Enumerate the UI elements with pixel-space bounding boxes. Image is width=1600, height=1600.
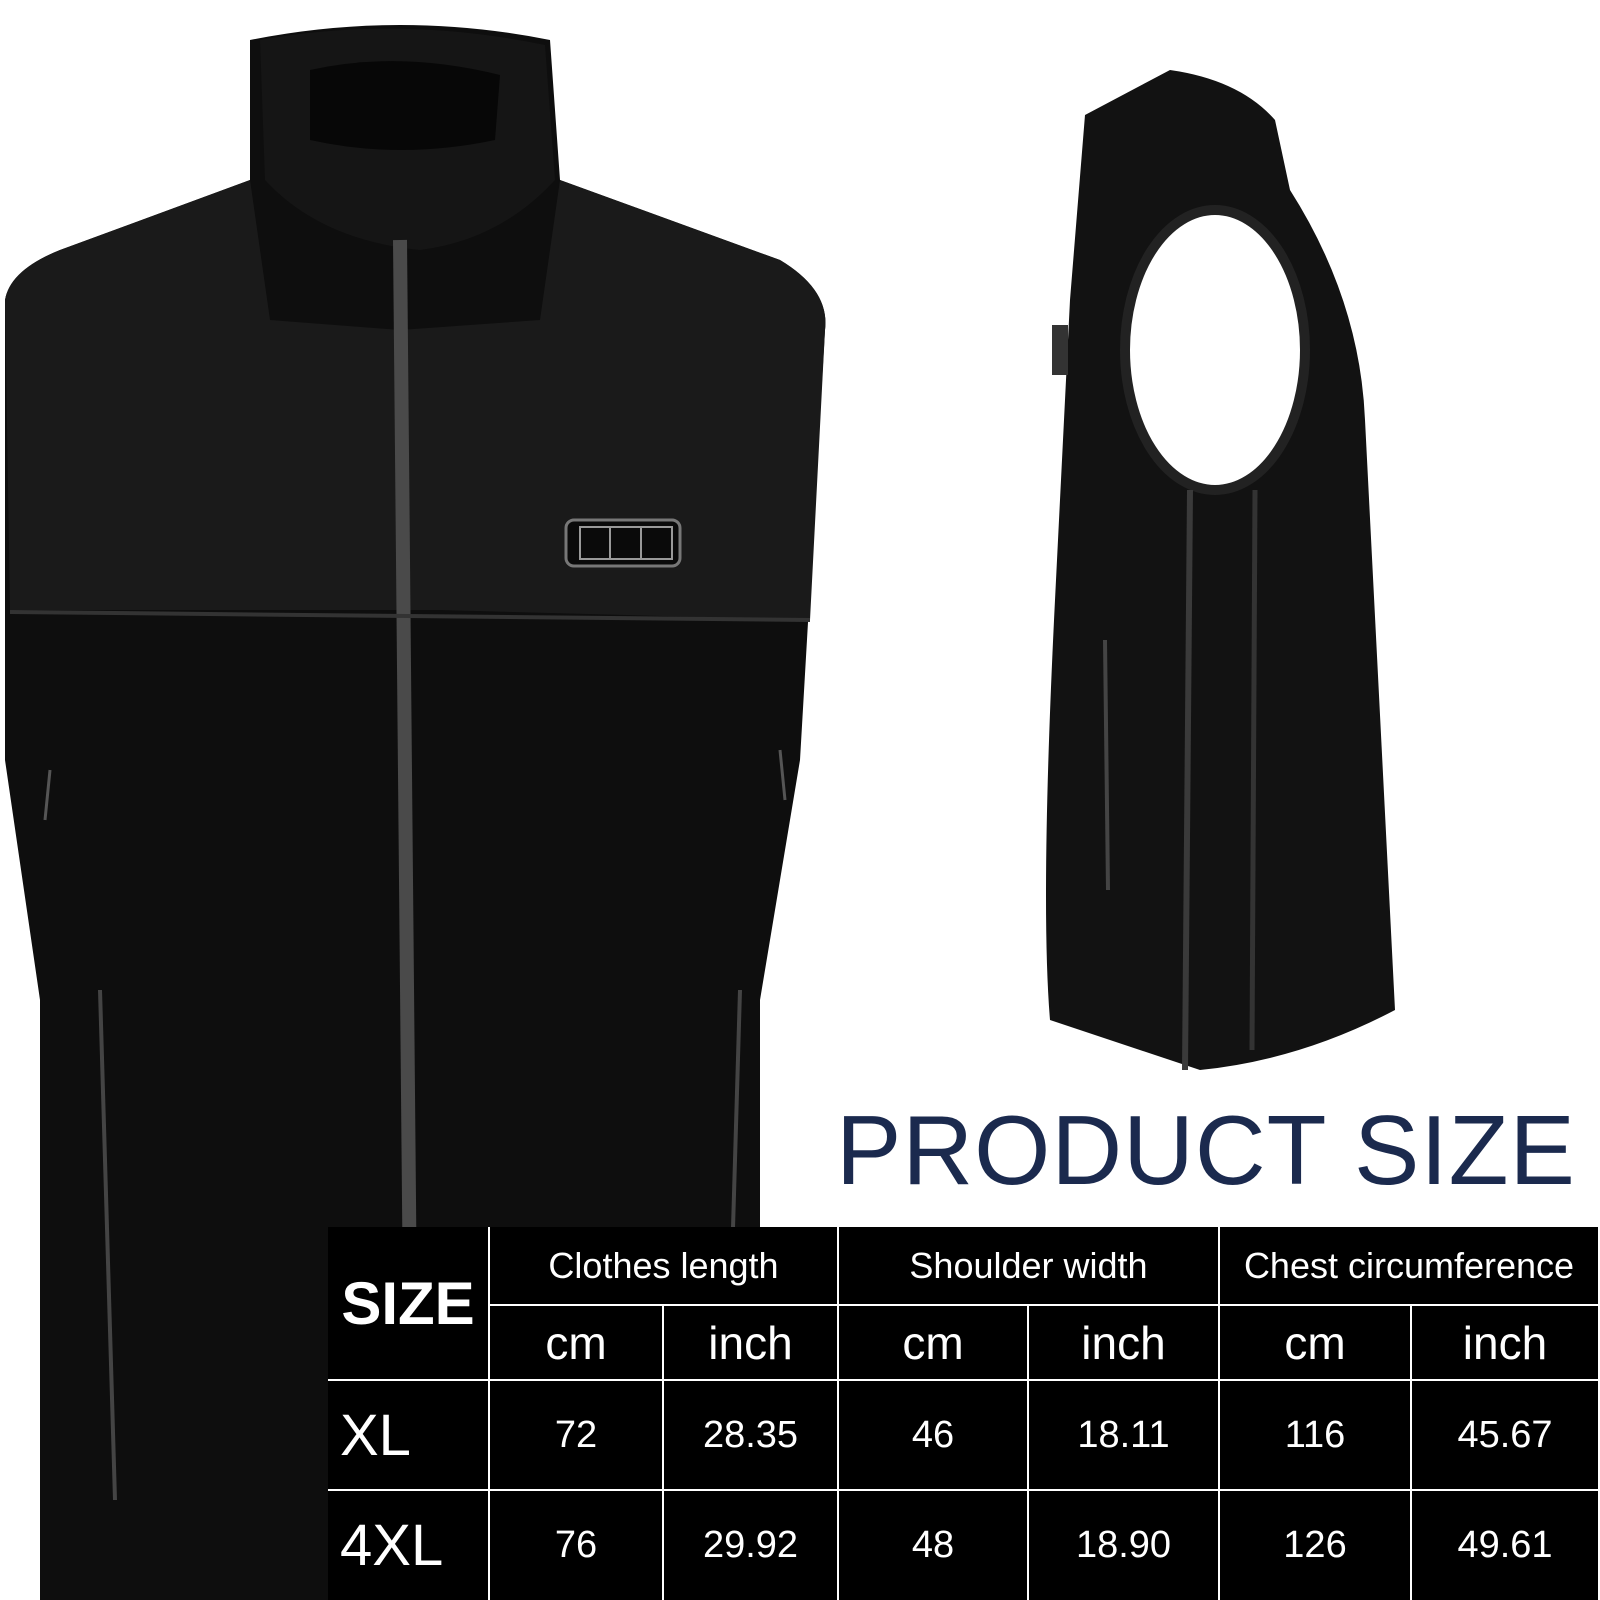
table-cell: 48 [837, 1489, 1029, 1600]
table-cell: 76 [488, 1489, 664, 1600]
group-header-row: SIZE Clothes length Shoulder width Chest… [328, 1227, 1598, 1381]
unit-header: cm [489, 1304, 664, 1381]
table-cell: 49.61 [1410, 1489, 1598, 1600]
table-cell: 116 [1218, 1379, 1412, 1491]
shoulder-width-header: Shoulder width [837, 1227, 1220, 1306]
table-row: 4XL 76 29.92 48 18.90 126 49.61 [328, 1489, 1598, 1600]
heating-control-button-icon [564, 518, 682, 568]
size-header: SIZE [328, 1227, 490, 1381]
unit-header: cm [837, 1304, 1029, 1381]
unit-header: cm [1218, 1304, 1412, 1381]
table-cell: 28.35 [662, 1379, 839, 1491]
clothes-length-header: Clothes length [488, 1227, 839, 1306]
unit-header: inch [662, 1304, 839, 1381]
size-label: XL [328, 1379, 490, 1491]
size-chart-table: SIZE Clothes length Shoulder width Chest… [328, 1227, 1598, 1600]
table-cell: 29.92 [662, 1489, 839, 1600]
table-cell: 46 [837, 1379, 1029, 1491]
unit-header: inch [1027, 1304, 1220, 1381]
table-cell: 126 [1218, 1489, 1412, 1600]
side-vest-image [1046, 70, 1395, 1071]
unit-header: inch [1410, 1304, 1598, 1381]
table-cell: 18.11 [1027, 1379, 1220, 1491]
unit-header-row: cm inch cm inch cm inch [328, 1304, 1598, 1381]
table-cell: 72 [488, 1379, 664, 1491]
table-cell: 45.67 [1410, 1379, 1598, 1491]
product-size-title: PRODUCT SIZE [836, 1095, 1576, 1205]
table-row: XL 72 28.35 46 18.11 116 45.67 [328, 1379, 1598, 1491]
table-cell: 18.90 [1027, 1489, 1220, 1600]
size-label: 4XL [328, 1489, 490, 1600]
chest-circumference-header: Chest circumference [1218, 1227, 1598, 1306]
